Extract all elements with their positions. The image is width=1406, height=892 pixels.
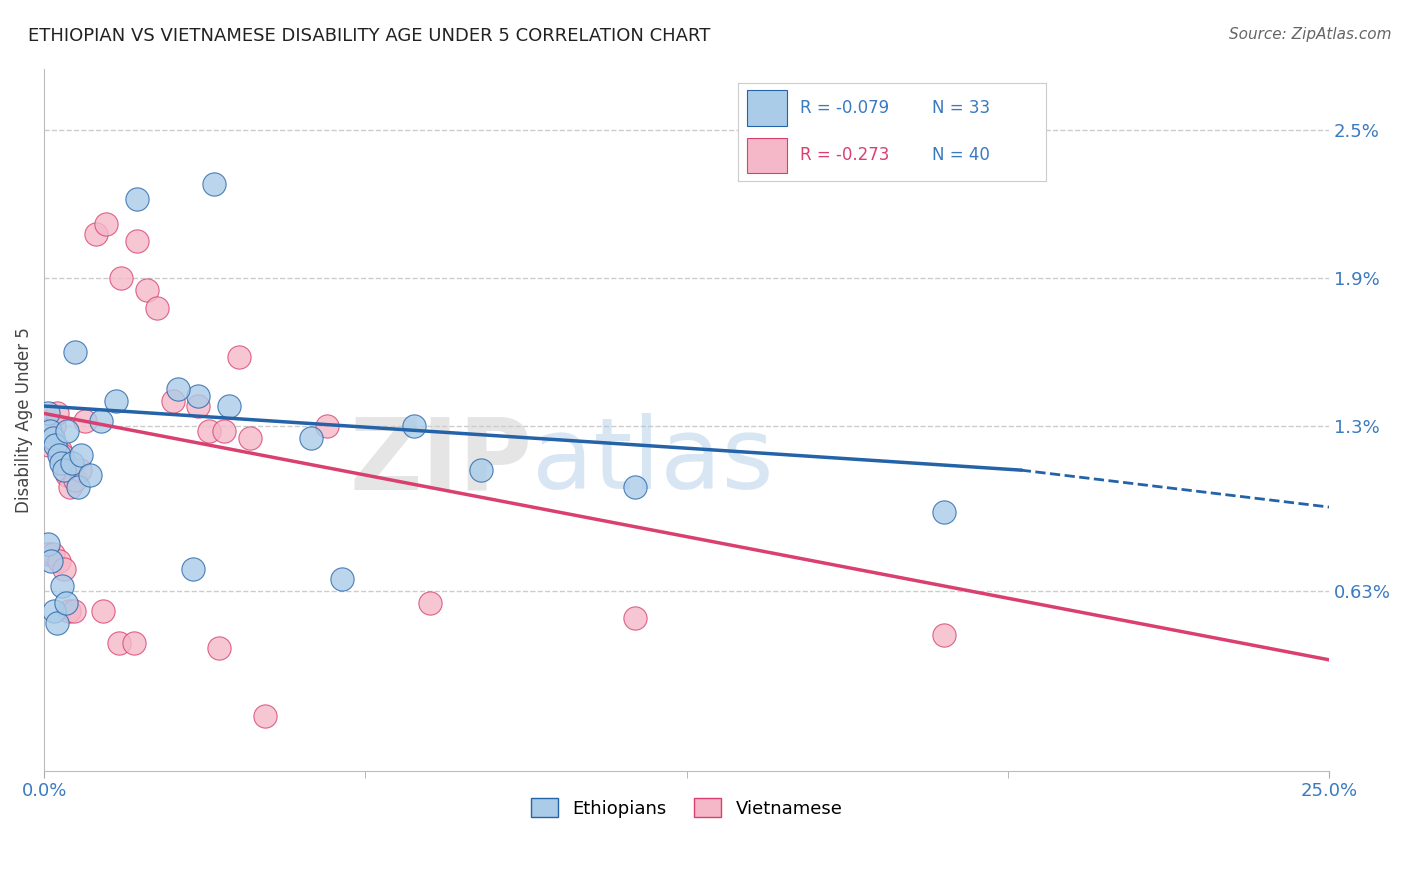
- Point: [90, 414, 112, 428]
- Point: [404, 418, 426, 433]
- Point: [56, 468, 79, 483]
- Point: [60, 456, 83, 470]
- Text: Source: ZipAtlas.com: Source: ZipAtlas.com: [1229, 27, 1392, 42]
- Point: [46, 615, 69, 630]
- Point: [49, 456, 72, 470]
- Point: [122, 635, 145, 649]
- Point: [218, 399, 240, 413]
- Point: [51, 448, 73, 462]
- Point: [37, 547, 59, 561]
- Point: [37, 537, 59, 551]
- Text: ZIP: ZIP: [350, 413, 533, 510]
- Point: [107, 635, 129, 649]
- Text: atlas: atlas: [533, 413, 775, 510]
- Point: [91, 603, 114, 617]
- Point: [48, 443, 70, 458]
- Point: [94, 217, 117, 231]
- Point: [63, 473, 86, 487]
- Text: ETHIOPIAN VS VIETNAMESE DISABILITY AGE UNDER 5 CORRELATION CHART: ETHIOPIAN VS VIETNAMESE DISABILITY AGE U…: [28, 27, 710, 45]
- Point: [212, 424, 235, 438]
- Point: [69, 463, 91, 477]
- Point: [254, 709, 277, 723]
- Point: [330, 572, 353, 586]
- Point: [228, 350, 250, 364]
- Point: [39, 554, 62, 568]
- Point: [52, 562, 75, 576]
- Point: [52, 463, 75, 477]
- Point: [125, 192, 148, 206]
- Point: [75, 414, 97, 428]
- Point: [79, 468, 101, 483]
- Point: [48, 448, 70, 462]
- Point: [110, 271, 132, 285]
- Point: [187, 399, 209, 413]
- Point: [162, 394, 184, 409]
- Point: [48, 554, 70, 568]
- Point: [624, 480, 647, 494]
- Point: [202, 178, 225, 192]
- Point: [56, 424, 79, 438]
- Point: [42, 431, 65, 445]
- Point: [53, 456, 76, 470]
- Point: [63, 344, 86, 359]
- Point: [470, 463, 492, 477]
- Point: [197, 424, 219, 438]
- Point: [44, 418, 66, 433]
- Point: [38, 438, 60, 452]
- Point: [84, 227, 107, 241]
- Point: [70, 448, 93, 462]
- Point: [59, 480, 82, 494]
- Point: [66, 480, 89, 494]
- Point: [44, 603, 66, 617]
- Point: [105, 394, 128, 409]
- Point: [181, 562, 204, 576]
- Point: [624, 611, 647, 625]
- Point: [35, 424, 58, 438]
- Point: [63, 603, 86, 617]
- Point: [46, 407, 69, 421]
- Point: [135, 283, 157, 297]
- Point: [42, 547, 65, 561]
- Point: [187, 389, 209, 403]
- Point: [932, 628, 955, 642]
- Point: [239, 431, 262, 445]
- Point: [419, 596, 441, 610]
- Point: [39, 424, 62, 438]
- Point: [55, 596, 77, 610]
- Point: [125, 234, 148, 248]
- Point: [166, 382, 188, 396]
- Point: [51, 579, 73, 593]
- Point: [37, 407, 59, 421]
- Point: [208, 640, 231, 655]
- Point: [932, 505, 955, 519]
- Legend: Ethiopians, Vietnamese: Ethiopians, Vietnamese: [524, 791, 849, 825]
- Point: [146, 301, 169, 315]
- Point: [299, 431, 322, 445]
- Point: [41, 431, 63, 445]
- Point: [44, 438, 66, 452]
- Y-axis label: Disability Age Under 5: Disability Age Under 5: [15, 326, 32, 513]
- Point: [315, 418, 337, 433]
- Point: [58, 603, 80, 617]
